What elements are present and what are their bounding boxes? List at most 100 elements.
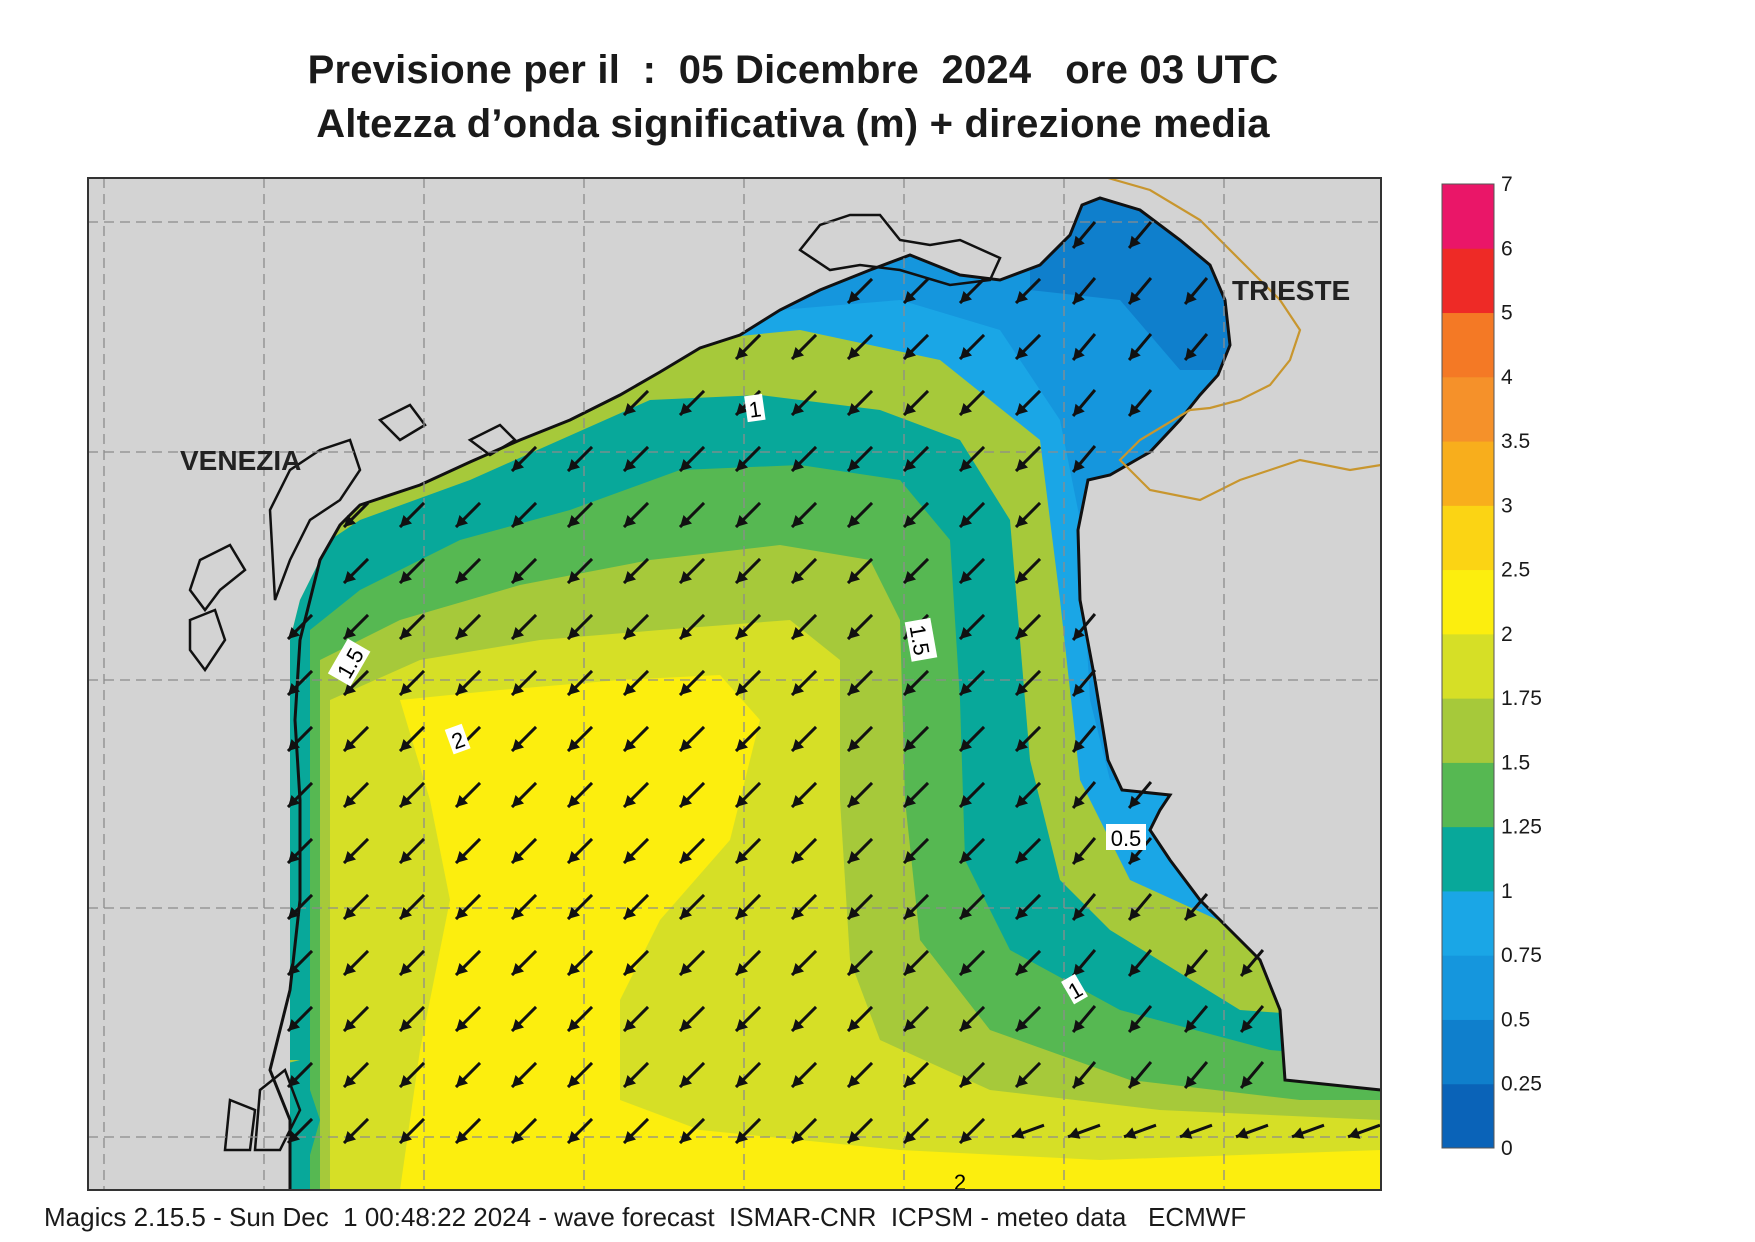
direction-arrow (1123, 1123, 1157, 1139)
direction-arrow (678, 949, 706, 977)
direction-arrow (1071, 445, 1097, 473)
direction-arrow (286, 613, 314, 641)
direction-arrow (1014, 725, 1042, 753)
colorbar-swatch (1442, 1083, 1494, 1149)
direction-arrow (398, 1005, 426, 1033)
colorbar-label: 0.75 (1501, 944, 1542, 967)
direction-arrow (1071, 1005, 1097, 1033)
direction-arrow (958, 1117, 986, 1145)
direction-arrow (846, 501, 874, 529)
direction-arrow (286, 725, 314, 753)
direction-arrow (566, 501, 594, 529)
direction-arrow (902, 557, 930, 585)
direction-arrow (398, 725, 426, 753)
colorbar-swatch (1442, 762, 1494, 828)
direction-arrow (1183, 893, 1209, 921)
contour-label: 2 (954, 1170, 966, 1195)
direction-arrow (342, 501, 370, 529)
direction-arrow (846, 1061, 874, 1089)
direction-arrow (902, 277, 930, 305)
direction-arrow (510, 1117, 538, 1145)
direction-arrow (510, 949, 538, 977)
direction-arrow (454, 1117, 482, 1145)
direction-arrow (398, 949, 426, 977)
direction-arrow (1127, 1061, 1153, 1089)
direction-arrow (342, 557, 370, 585)
direction-arrow (790, 1005, 818, 1033)
direction-arrow (566, 669, 594, 697)
direction-arrow (678, 725, 706, 753)
direction-arrow (622, 669, 650, 697)
direction-arrow (566, 893, 594, 921)
direction-arrow (790, 613, 818, 641)
direction-arrow (734, 1061, 762, 1089)
direction-arrow (790, 893, 818, 921)
direction-arrow (678, 501, 706, 529)
colorbar-swatch (1442, 441, 1494, 506)
direction-arrow (1127, 277, 1153, 305)
direction-arrow (790, 949, 818, 977)
direction-arrow (286, 1117, 314, 1145)
direction-arrow (846, 725, 874, 753)
direction-arrow (454, 949, 482, 977)
direction-arrow (846, 669, 874, 697)
direction-arrow (342, 949, 370, 977)
venice-lagoon (188, 403, 518, 1152)
direction-arrow (398, 501, 426, 529)
direction-arrow (510, 669, 538, 697)
colorbar-swatch (1442, 569, 1494, 635)
colorbar-label: 1.25 (1501, 816, 1542, 839)
direction-arrow (1071, 781, 1097, 809)
colorbar-label: 1 (1501, 880, 1513, 903)
direction-arrow (398, 557, 426, 585)
direction-arrow (510, 893, 538, 921)
direction-arrow (958, 893, 986, 921)
direction-arrow (566, 445, 594, 473)
colorbar-swatch (1442, 184, 1494, 249)
direction-arrow (510, 1061, 538, 1089)
colorbar-swatch (1442, 955, 1494, 1020)
direction-arrow (510, 725, 538, 753)
direction-arrow (1071, 333, 1097, 361)
direction-arrow (902, 389, 930, 417)
direction-arrow (678, 837, 706, 865)
direction-arrow (1014, 837, 1042, 865)
direction-arrow (566, 781, 594, 809)
direction-arrow (1239, 1061, 1265, 1089)
direction-arrow (566, 725, 594, 753)
direction-arrow (902, 669, 930, 697)
direction-arrow (1014, 1061, 1042, 1089)
direction-arrow (958, 389, 986, 417)
direction-arrow (678, 389, 706, 417)
direction-arrow (622, 501, 650, 529)
direction-arrow (286, 1005, 314, 1033)
direction-arrow (1071, 613, 1097, 641)
direction-arrow (846, 277, 874, 305)
direction-arrow (1127, 781, 1153, 809)
direction-arrow (1014, 333, 1042, 361)
direction-arrow (342, 669, 370, 697)
direction-arrow (1179, 1123, 1213, 1139)
direction-arrow (1014, 669, 1042, 697)
place-trieste: TRIESTE (1232, 275, 1350, 306)
colorbar-swatch (1442, 890, 1494, 956)
direction-arrow (1127, 1005, 1153, 1033)
direction-arrow (846, 613, 874, 641)
coastline (268, 196, 1381, 1190)
colorbar-label: 2 (1501, 623, 1513, 646)
direction-arrow (454, 501, 482, 529)
direction-arrow (454, 893, 482, 921)
colorbar-swatch (1442, 698, 1494, 763)
direction-arrow (286, 949, 314, 977)
direction-arrow (902, 1005, 930, 1033)
direction-arrow (734, 1005, 762, 1033)
colorbar-label: 5 (1501, 302, 1513, 325)
direction-arrow (454, 1005, 482, 1033)
direction-arrow (902, 1061, 930, 1089)
direction-arrow (1127, 221, 1153, 249)
colorbar-swatch (1442, 826, 1494, 892)
direction-arrow (846, 333, 874, 361)
direction-arrow (1235, 1123, 1269, 1139)
direction-arrow (734, 445, 762, 473)
direction-arrow (678, 613, 706, 641)
